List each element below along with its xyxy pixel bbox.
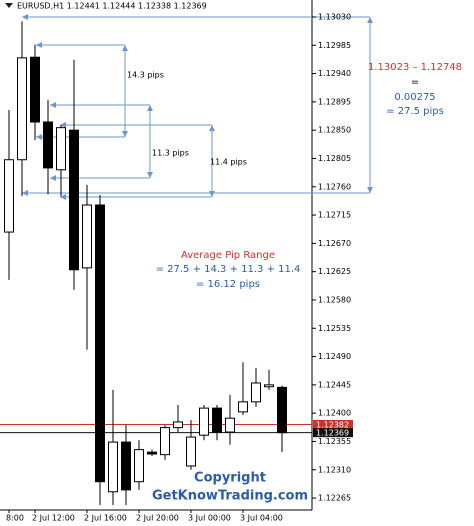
menu-icon [5, 3, 13, 8]
measure-arrows [22, 14, 373, 200]
candle-body [108, 441, 118, 493]
candle-body [186, 436, 196, 467]
y-tick-label: 1.12625 [318, 267, 351, 276]
y-tick-label: 1.12580 [318, 295, 351, 304]
y-tick-label: 1.13030 [318, 12, 351, 21]
candle-body [30, 56, 40, 123]
candle-body [17, 57, 27, 161]
y-tick-label: 1.12805 [318, 154, 351, 163]
x-tick-label: 3 Jul 04:00 [240, 514, 283, 523]
candle-body [56, 127, 66, 171]
y-tick-label: 1.12850 [318, 126, 351, 135]
y-tick-label: 1.12400 [318, 409, 351, 418]
x-tick-label: 2 Jul 12:00 [32, 514, 75, 523]
annotation: 14.3 pips [127, 71, 164, 80]
candle-body [199, 407, 209, 436]
annotation: 0.00275 [394, 92, 435, 103]
candle-body [173, 421, 183, 429]
candle-body [147, 451, 157, 455]
candle-body [264, 384, 274, 388]
x-tick-label: 3 Jul 00:00 [188, 514, 231, 523]
candle-body [160, 427, 170, 456]
y-tick-label: 1.12445 [318, 380, 351, 389]
annotation: = 27.5 pips [386, 106, 444, 117]
y-tick-label: 1.12490 [318, 352, 351, 361]
candle-body [251, 382, 261, 403]
candle-body [4, 159, 14, 233]
price-label: 1.12369 [316, 429, 349, 438]
candle-body [95, 204, 105, 483]
y-tick-label: 1.12760 [318, 182, 351, 191]
candle-body [277, 386, 287, 434]
x-tick-label: 2 Jul 16:00 [84, 514, 127, 523]
y-tick-label: 1.12670 [318, 239, 351, 248]
candle-body [69, 129, 79, 271]
y-tick-label: 1.12985 [318, 41, 351, 50]
price-label: 1.12382 [316, 420, 349, 429]
y-tick-label: 1.12895 [318, 97, 351, 106]
candle-body [225, 417, 235, 433]
candle-body [43, 121, 53, 169]
annotation: Average Pip Range [181, 250, 275, 261]
annotation: 11.3 pips [152, 149, 189, 158]
annotation: Copyright [194, 471, 266, 486]
chart-header: EURUSD,H1 1.12441 1.12444 1.12338 1.1236… [17, 2, 207, 11]
annotation: = 16.12 pips [196, 279, 260, 290]
y-tick-label: 1.12940 [318, 69, 351, 78]
candle-body [82, 204, 92, 269]
x-tick-label: 2 Jul 20:00 [136, 514, 179, 523]
price-label-box [313, 419, 353, 429]
candle-body [238, 401, 248, 413]
y-tick-label: 1.12265 [318, 494, 351, 503]
annotation: GetKnowTrading.com [152, 489, 308, 504]
y-tick-label: 1.12355 [318, 437, 351, 446]
y-tick-label: 1.12535 [318, 324, 351, 333]
annotation: = 27.5 + 14.3 + 11.3 + 11.4 [156, 264, 301, 275]
price-label-box [313, 428, 353, 438]
y-tick-label: 1.12310 [318, 465, 351, 474]
annotation: 11.4 pips [210, 158, 247, 167]
annotation: 1.13023 – 1.12748 [368, 62, 462, 73]
annotation: = [411, 77, 419, 88]
candle-body [121, 441, 131, 491]
candle-body [212, 407, 222, 433]
y-tick-label: 1.12715 [318, 211, 351, 220]
candle-body [134, 449, 144, 483]
x-tick-label: 8:00 [6, 514, 24, 523]
